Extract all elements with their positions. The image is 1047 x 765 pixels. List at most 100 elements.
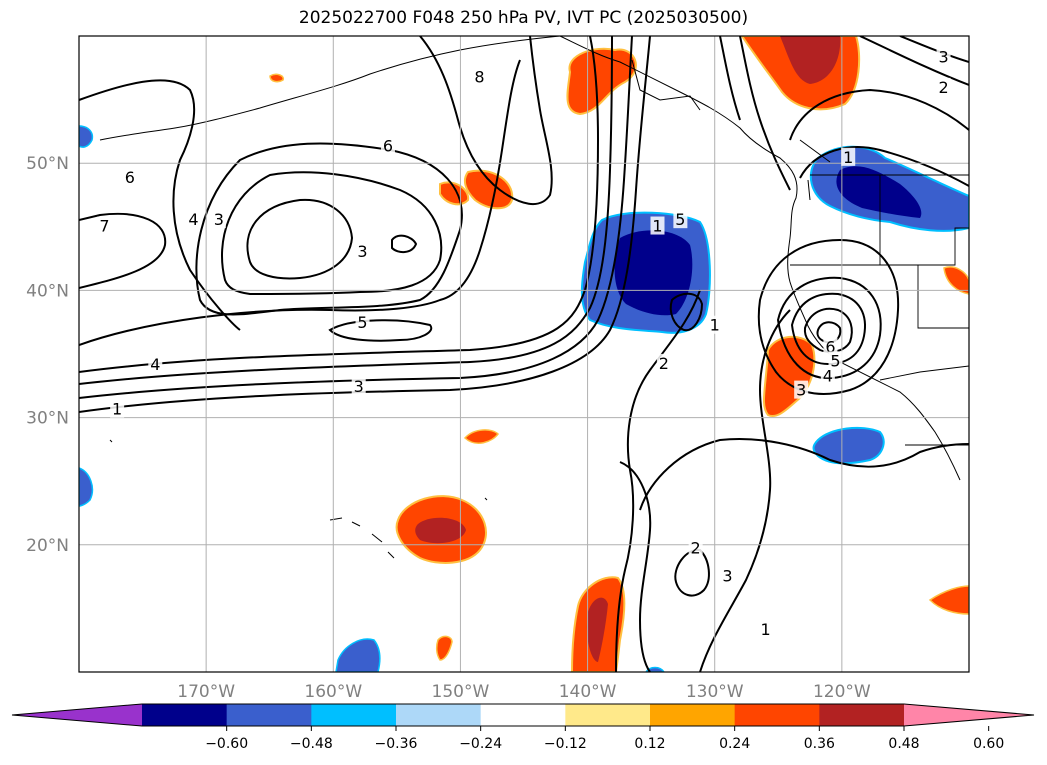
pv-contour bbox=[803, 307, 853, 353]
contour-label: 6 bbox=[383, 136, 393, 155]
contour-label-halo bbox=[355, 313, 370, 332]
pv-contour bbox=[790, 292, 866, 366]
contour-label: 1 bbox=[112, 400, 122, 419]
contour-label: 2 bbox=[659, 354, 669, 373]
map-title: 2025022700 F048 250 hPa PV, IVT PC (2025… bbox=[298, 8, 749, 28]
longitude-label: 170°W bbox=[177, 682, 235, 702]
contour-label-halo bbox=[688, 538, 703, 557]
ivt-blob bbox=[836, 166, 922, 218]
pv-contour bbox=[789, 88, 969, 141]
political-borders bbox=[790, 174, 969, 446]
contour-label-halo bbox=[720, 566, 735, 585]
colorbar-label: −0.60 bbox=[205, 736, 248, 752]
contour-label: 4 bbox=[188, 210, 198, 229]
pv-contour bbox=[79, 36, 613, 385]
coastlines bbox=[99, 36, 961, 559]
latitude-label: 50°N bbox=[26, 154, 69, 174]
ivt-blob bbox=[928, 585, 969, 615]
contour-label-halo bbox=[823, 337, 838, 356]
pv-contour bbox=[859, 36, 969, 86]
colorbar-label: 0.12 bbox=[634, 736, 665, 752]
colorbar-extend-high bbox=[904, 704, 1034, 726]
ivt-blob bbox=[586, 597, 608, 662]
pv-contour bbox=[639, 438, 969, 511]
ivt-blob bbox=[463, 429, 499, 444]
pv-contour bbox=[669, 292, 704, 332]
contour-label-halo bbox=[211, 210, 226, 229]
map-grid bbox=[79, 36, 969, 672]
colorbar-label: 0.24 bbox=[719, 736, 750, 752]
colorbar-label: −0.24 bbox=[459, 736, 502, 752]
ivt-blob bbox=[269, 73, 285, 83]
contour-label: 1 bbox=[843, 148, 853, 167]
longitude-label: 140°W bbox=[559, 682, 617, 702]
contour-label: 3 bbox=[357, 242, 367, 261]
pv-contour bbox=[419, 36, 553, 205]
colorbar-segment bbox=[565, 704, 651, 726]
colorbar-segment bbox=[819, 704, 905, 726]
colorbar-label: 0.48 bbox=[888, 736, 919, 752]
pv-contour bbox=[757, 238, 900, 395]
ivt-blob bbox=[79, 125, 94, 148]
colorbar-segment bbox=[650, 704, 736, 726]
contour-label-halo bbox=[841, 147, 856, 166]
pv-contour bbox=[619, 461, 652, 672]
colorbar-label: −0.12 bbox=[544, 736, 587, 752]
ivt-blob bbox=[439, 181, 470, 206]
contour-label-halo bbox=[936, 77, 951, 96]
pv-contour bbox=[79, 36, 651, 413]
colorbar-label: −0.48 bbox=[290, 736, 333, 752]
colorbar-segment bbox=[480, 704, 566, 726]
ivt-blob bbox=[812, 426, 885, 465]
contour-label: 8 bbox=[474, 68, 484, 87]
colorbar-segment bbox=[311, 704, 397, 726]
contour-label: 4 bbox=[823, 367, 833, 386]
contour-label-halo bbox=[936, 47, 951, 66]
colorbar-segment bbox=[734, 704, 820, 726]
pv-contour bbox=[79, 36, 633, 399]
longitude-label: 130°W bbox=[686, 682, 744, 702]
ivt-blob bbox=[415, 517, 466, 544]
contour-label: 2 bbox=[938, 78, 948, 97]
pv-contour bbox=[699, 309, 791, 672]
contour-label: 3 bbox=[938, 47, 948, 66]
pv-contour bbox=[615, 289, 701, 672]
contour-label-halo bbox=[820, 366, 835, 385]
latitude-label: 30°N bbox=[26, 409, 69, 429]
contour-label: 4 bbox=[150, 355, 160, 374]
longitude-label: 150°W bbox=[432, 682, 490, 702]
contour-label: 3 bbox=[796, 381, 806, 400]
contour-label: 1 bbox=[652, 217, 662, 236]
contour-label: 1 bbox=[760, 620, 770, 639]
ivt-blob bbox=[780, 36, 841, 84]
contour-label-halo bbox=[656, 353, 671, 372]
pv-contour bbox=[674, 548, 710, 597]
pv-contour bbox=[799, 146, 969, 187]
contour-label: 5 bbox=[830, 351, 840, 370]
colorbar-label: 0.60 bbox=[973, 736, 1004, 752]
ivt-blob bbox=[943, 266, 969, 295]
contour-label: 6 bbox=[125, 168, 135, 187]
colorbar-outline bbox=[11, 703, 1035, 727]
latitude-labels: 50°N 40°N 30°N 20°N bbox=[26, 154, 69, 556]
pv-contour bbox=[719, 36, 741, 121]
contour-label-halo bbox=[794, 380, 809, 399]
contour-label-halo bbox=[351, 376, 366, 395]
contour-label-halo bbox=[707, 315, 722, 334]
pv-contour bbox=[246, 198, 354, 280]
contour-label-halo bbox=[110, 399, 125, 418]
contour-label-halo bbox=[758, 619, 773, 638]
pv-contour bbox=[79, 212, 167, 289]
pv-contour bbox=[79, 79, 241, 331]
ivt-negative-shading bbox=[79, 125, 969, 672]
contour-label-halo bbox=[472, 67, 487, 86]
pv-contours bbox=[79, 36, 969, 672]
latitude-label: 20°N bbox=[26, 536, 69, 556]
colorbar-segment bbox=[226, 704, 312, 726]
colorbar-extend-low bbox=[12, 704, 142, 726]
contour-label-halo bbox=[380, 136, 395, 155]
contour-label: 1 bbox=[710, 316, 720, 335]
contour-label-halo bbox=[122, 168, 137, 187]
pv-contour bbox=[739, 36, 791, 191]
